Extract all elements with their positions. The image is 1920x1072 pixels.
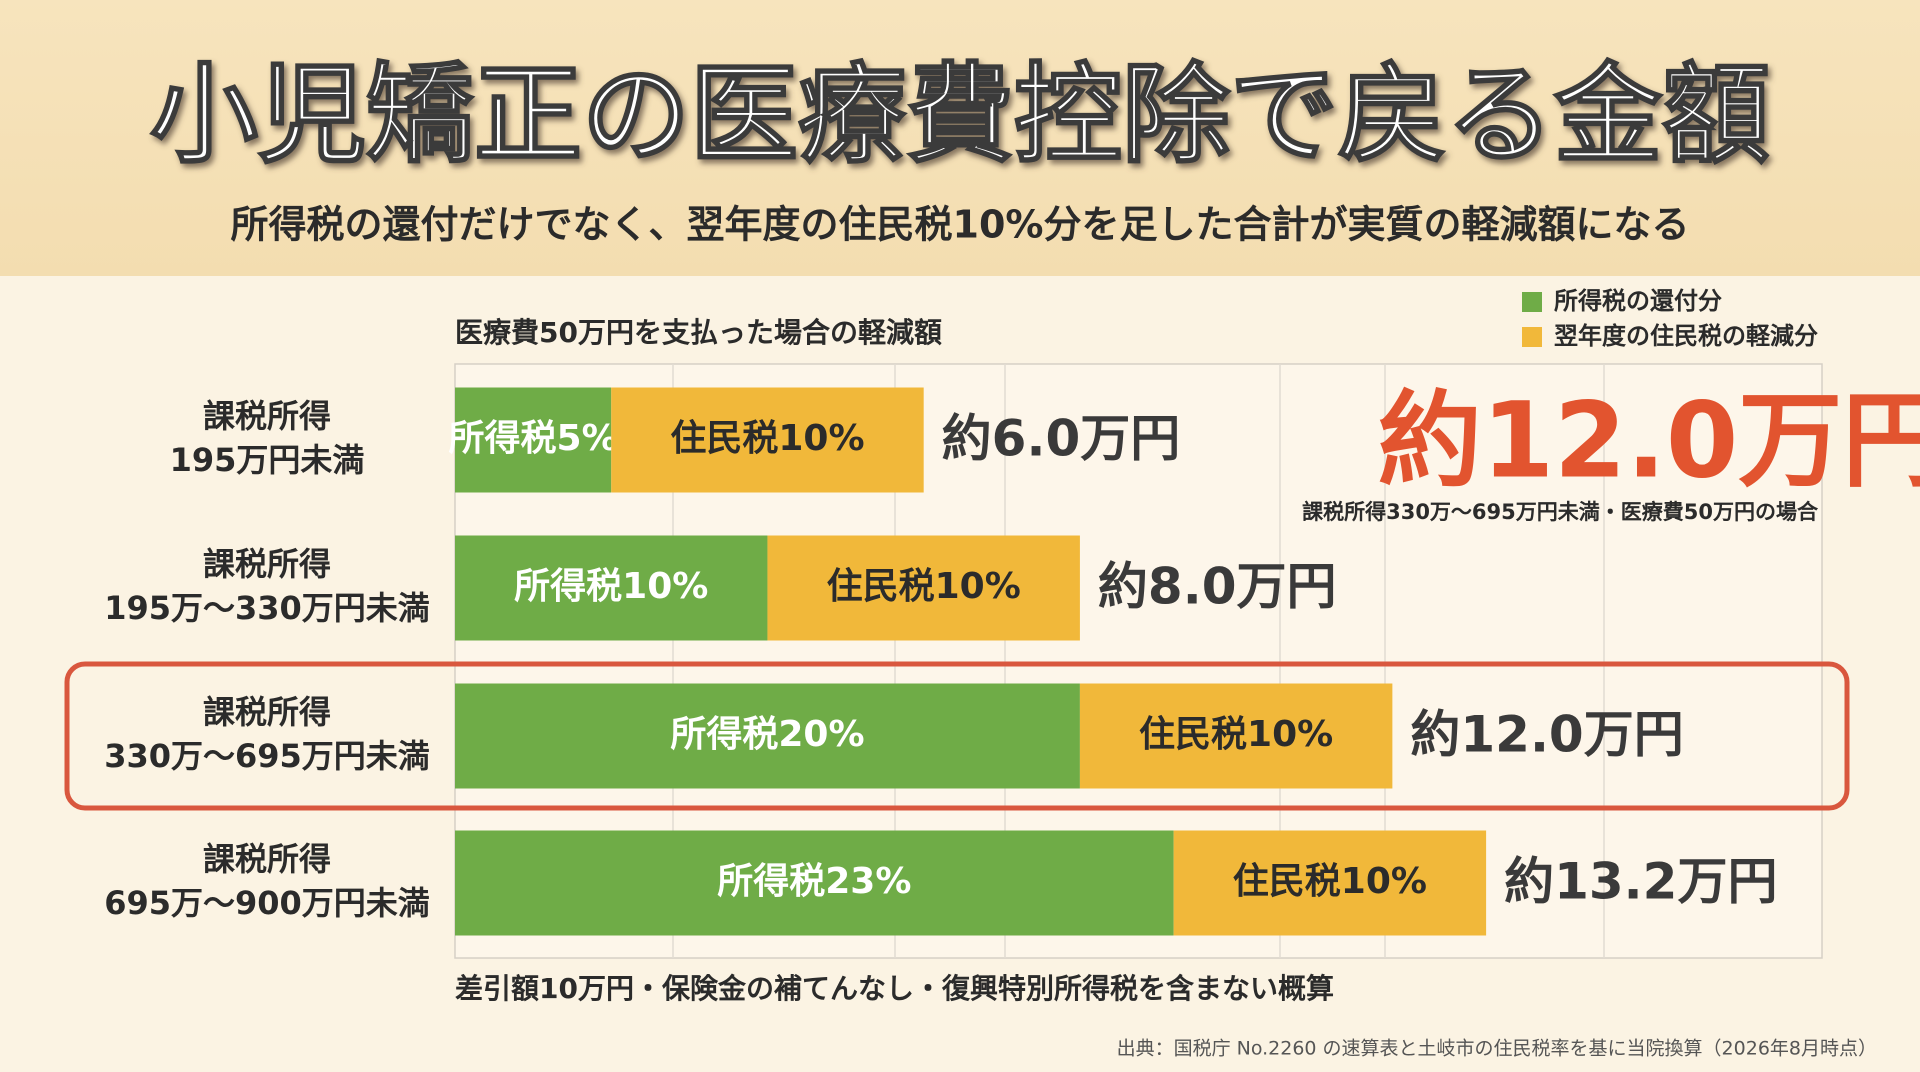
segment-label: 所得税20%: [670, 714, 864, 755]
legend-swatch: [1522, 327, 1542, 347]
highlight-frame: [64, 661, 1850, 811]
callout-value: 約12.0万円: [1378, 379, 1920, 501]
segment-label: 所得税23%: [717, 861, 911, 902]
footnote: 差引額10万円・保険金の補てんなし・復興特別所得税を含まない概算: [455, 972, 1334, 1005]
segment-label: 所得税5%: [449, 418, 618, 459]
bar-segment: [767, 535, 1080, 641]
bar-segment: [1079, 683, 1393, 789]
total-label: 約8.0万円: [1098, 558, 1337, 616]
category-label: 課税所得: [203, 840, 331, 878]
category-label: 695万〜900万円未満: [104, 884, 430, 922]
segment-label: 住民税10%: [827, 566, 1021, 607]
total-label: 約12.0万円: [1410, 706, 1683, 764]
legend-swatch: [1522, 292, 1542, 312]
bar-segment: [455, 830, 1174, 936]
segment-label: 住民税10%: [1233, 861, 1427, 902]
segment-label: 住民税10%: [1139, 714, 1333, 755]
segment-label: 所得税10%: [514, 566, 708, 607]
category-label: 課税所得: [203, 545, 331, 583]
legend-label: 所得税の還付分: [1554, 287, 1722, 315]
chart-label: 医療費50万円を支払った場合の軽減額: [455, 316, 942, 349]
bar-segment: [1173, 830, 1487, 936]
legend-label: 翌年度の住民税の軽減分: [1554, 322, 1818, 350]
bar-segment: [455, 683, 1080, 789]
category-label: 330万〜695万円未満: [104, 737, 430, 775]
category-label: 課税所得: [203, 397, 331, 435]
category-label: 195万〜330万円未満: [104, 589, 430, 627]
header-band: [0, 0, 1920, 276]
subtitle: 所得税の還付だけでなく、翌年度の住民税10%分を足した合計が実質の軽減額になる: [231, 203, 1690, 247]
segment-label: 住民税10%: [670, 418, 864, 459]
callout-note: 課税所得330万〜695万円未満・医療費50万円の場合: [1302, 500, 1819, 524]
chart-title: 小児矯正の医療費控除で戻る金額: [150, 53, 1770, 178]
total-label: 約6.0万円: [942, 410, 1181, 468]
total-label: 約13.2万円: [1504, 853, 1777, 911]
source: 出典：国税庁 No.2260 の速算表と土岐市の住民税率を基に当院換算（2026…: [1117, 1038, 1877, 1060]
bar-segment: [455, 535, 768, 641]
bar-segment: [611, 387, 924, 493]
bar-segment: [455, 387, 612, 493]
category-label: 課税所得: [203, 693, 331, 731]
category-label: 195万円未満: [170, 441, 365, 479]
